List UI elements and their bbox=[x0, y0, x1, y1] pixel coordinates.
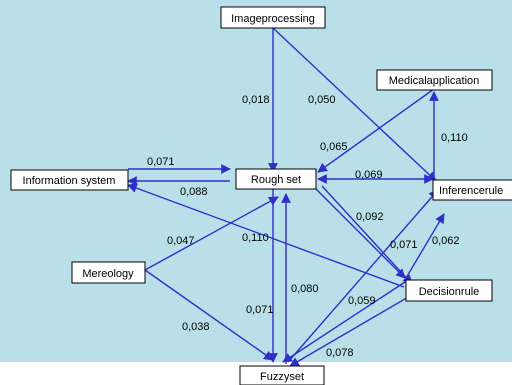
edge-rough-decision-b bbox=[321, 185, 413, 285]
edge-medical-rough bbox=[317, 88, 435, 173]
edge-label-fuzzy-rough: 0,071 bbox=[246, 304, 274, 316]
edge-fuzzy-inference bbox=[287, 189, 439, 363]
edge-info-decision bbox=[127, 183, 405, 288]
edge-label-img-rough: 0,018 bbox=[242, 94, 270, 106]
edge-label-rough-fuzzy: 0,110 bbox=[242, 232, 269, 244]
node-inference-rule: Inferencerule bbox=[432, 179, 512, 201]
edge-label-img-inf: 0,050 bbox=[308, 94, 336, 106]
edge-mereology-fuzzy bbox=[144, 269, 274, 361]
edge-image-inference bbox=[272, 27, 437, 182]
edge-label-fuzzy-inf: 0,071 bbox=[390, 239, 418, 251]
edge-label-rough-inf: 0,069 bbox=[355, 169, 383, 181]
edge-decision-fuzzy-b bbox=[289, 295, 411, 367]
node-rough-set-label: Rough set bbox=[251, 174, 301, 186]
edge-label-info-to-rough: 0,071 bbox=[147, 156, 175, 168]
edge-mereology-rough bbox=[144, 196, 279, 271]
edge-label-mer-fuzzy: 0,038 bbox=[182, 321, 210, 333]
node-inference-rule-label: Inferencerule bbox=[439, 185, 503, 197]
edge-label-dec-inf: 0,062 bbox=[432, 235, 460, 247]
edge-label-med-rough: 0,065 bbox=[320, 141, 348, 153]
node-information-system-label: Information system bbox=[23, 175, 116, 187]
node-image-processing-label: Imageprocessing bbox=[231, 13, 315, 25]
node-medical-application-label: Medicalapplication bbox=[389, 75, 480, 87]
edge-label-info-dec: 0,080 bbox=[291, 283, 319, 295]
node-decision-rule-label: Decisionrule bbox=[419, 286, 480, 298]
node-fuzzy-set: Fuzzyset bbox=[239, 365, 325, 385]
edge-label-med-inf: 0,110 bbox=[441, 132, 468, 144]
node-information-system: Information system bbox=[10, 169, 129, 191]
edge-label-rough-to-info: 0,088 bbox=[180, 186, 208, 198]
node-image-processing: Imageprocessing bbox=[220, 6, 326, 29]
edge-label-dec-fuzzy-b: 0,078 bbox=[326, 347, 354, 359]
node-fuzzy-set-label: Fuzzyset bbox=[260, 371, 304, 383]
edge-rough-decision-a bbox=[315, 188, 406, 279]
edge-label-mer-rough: 0,047 bbox=[167, 235, 195, 247]
edge-decision-inference bbox=[405, 213, 445, 279]
edge-label-dec-fuzzy-a: 0,059 bbox=[348, 295, 376, 307]
node-medical-application: Medicalapplication bbox=[376, 69, 493, 91]
edge-label-rough-dec: 0,092 bbox=[356, 211, 384, 223]
node-decision-rule: Decisionrule bbox=[405, 279, 493, 302]
node-mereology: Mereology bbox=[71, 261, 146, 284]
node-rough-set: Rough set bbox=[235, 168, 317, 190]
node-mereology-label: Mereology bbox=[82, 268, 134, 280]
edge-decision-fuzzy-a bbox=[282, 281, 406, 363]
